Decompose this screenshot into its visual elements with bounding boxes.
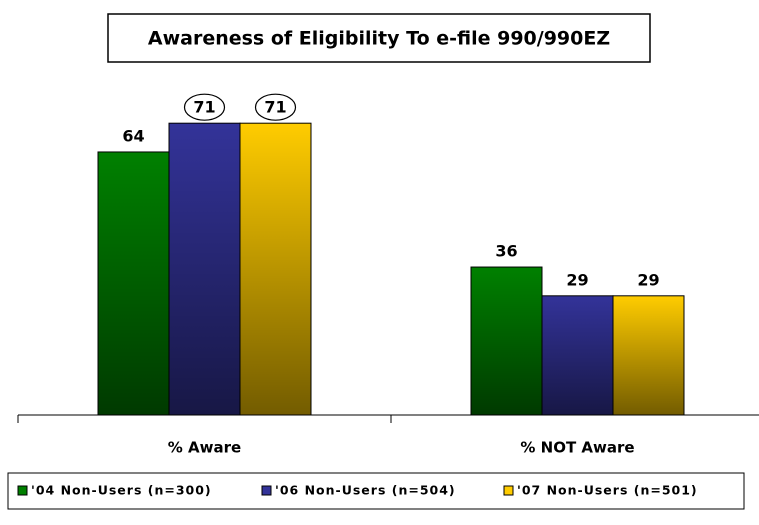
- chart-title: Awareness of Eligibility To e-file 990/9…: [148, 28, 610, 50]
- bar: [470, 266, 543, 416]
- x-tick-label: % Aware: [168, 439, 241, 457]
- data-label: 29: [566, 270, 588, 289]
- data-label: 71: [264, 98, 286, 117]
- bar: [239, 122, 312, 416]
- label-circle: [183, 93, 226, 121]
- bar: [97, 151, 170, 416]
- legend-label: '07 Non-Users (n=501): [517, 483, 698, 498]
- legend-swatch: [503, 485, 514, 496]
- data-label: 29: [637, 270, 659, 289]
- bar: [168, 122, 241, 416]
- data-label: 36: [495, 242, 517, 261]
- legend-label: '06 Non-Users (n=504): [275, 483, 456, 498]
- label-circle: [254, 93, 297, 121]
- legend-swatch: [17, 485, 28, 496]
- data-label: 64: [122, 126, 144, 145]
- legend-box: [7, 472, 745, 510]
- legend-label: '04 Non-Users (n=300): [31, 483, 212, 498]
- x-tick-label: % NOT Aware: [520, 439, 634, 457]
- data-label: 71: [193, 98, 215, 117]
- title-box: [107, 13, 651, 63]
- bar: [541, 295, 614, 416]
- bar: [612, 295, 685, 416]
- legend-swatch: [261, 485, 272, 496]
